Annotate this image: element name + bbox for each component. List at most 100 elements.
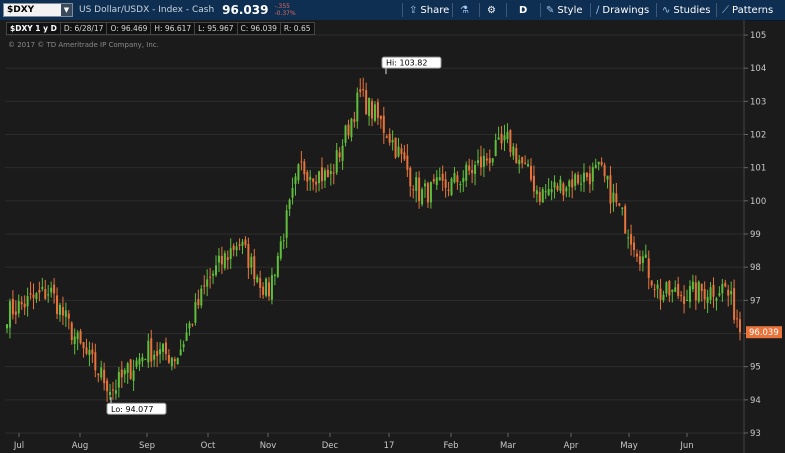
stat-high: H: 96.617 — [151, 23, 196, 34]
x-tick-label: Aug — [72, 441, 89, 451]
candle-body — [397, 146, 400, 157]
candle-body — [32, 294, 35, 298]
share-button[interactable]: ⇪ Share — [409, 0, 449, 20]
high-label: Hi: 103.82 — [386, 59, 427, 68]
candle-body — [606, 175, 609, 180]
candle-body — [409, 168, 412, 187]
drawings-button[interactable]: ∕ Drawings — [596, 0, 649, 20]
candle-body — [332, 172, 335, 174]
net-change-value: -.355 — [274, 3, 290, 10]
candle-body — [241, 241, 244, 246]
candle-body — [638, 256, 641, 265]
net-change: -.355 -0.37% — [274, 3, 295, 17]
toolbar-divider — [452, 3, 453, 17]
candle-body — [400, 148, 403, 154]
candle-body — [11, 298, 14, 315]
candle-body — [350, 118, 353, 138]
copyright-text: © 2017 © TD Ameritrade IP Company, Inc. — [8, 41, 159, 49]
candle-body — [580, 183, 583, 185]
candle-body — [250, 256, 253, 268]
candle-body — [353, 119, 356, 122]
candle-body — [515, 148, 518, 164]
flask-button[interactable]: ⚗ — [460, 0, 469, 20]
candle-body — [600, 161, 603, 165]
candle-body — [100, 367, 103, 378]
candle-body — [468, 165, 471, 171]
candle-body — [721, 284, 724, 294]
toolbar-divider — [540, 3, 541, 17]
candle-body — [147, 340, 150, 363]
style-button[interactable]: ✎ Style — [546, 0, 583, 20]
candle-body — [82, 342, 85, 349]
candle-body — [403, 152, 406, 160]
candle-body — [703, 289, 706, 300]
candle-body — [700, 283, 703, 291]
candle-body — [47, 294, 50, 296]
candle-body — [285, 210, 288, 238]
candle-body — [103, 369, 106, 384]
candle-body — [609, 175, 612, 204]
patterns-icon: ⟋ — [722, 4, 729, 16]
candle-body — [585, 172, 588, 178]
candle-body — [150, 338, 153, 362]
x-tick-label: Jun — [679, 441, 693, 451]
candle-body — [162, 343, 165, 352]
y-tick-label: 102 — [750, 131, 766, 141]
settings-button[interactable]: ⚙ — [487, 0, 496, 20]
candle-body — [29, 293, 32, 295]
candles — [6, 77, 741, 402]
candle-body — [123, 370, 126, 375]
y-tick-label: 98 — [750, 263, 761, 273]
candle-body — [120, 369, 123, 378]
candle-body — [633, 242, 636, 250]
candle-body — [538, 192, 541, 202]
price-chart[interactable]: 93949596979899100101102103104105JulAugSe… — [0, 20, 785, 453]
y-tick-label: 94 — [750, 396, 761, 406]
candle-body — [371, 101, 374, 119]
candle-body — [203, 285, 206, 287]
candle-body — [471, 169, 474, 174]
candle-body — [41, 286, 44, 289]
aggregation-button[interactable]: D — [519, 0, 527, 20]
candle-body — [312, 178, 315, 182]
x-tick-label: Nov — [260, 441, 277, 451]
candle-body — [14, 311, 17, 315]
candle-body — [647, 258, 650, 278]
candle-body — [591, 167, 594, 182]
candle-body — [686, 299, 689, 301]
y-tick-label: 100 — [750, 197, 766, 207]
stat-open: O: 96.469 — [107, 23, 152, 34]
candle-body — [406, 155, 409, 170]
y-tick-label: 105 — [750, 31, 766, 41]
candle-body — [135, 360, 138, 367]
symbol-selector[interactable]: $DXY ▼ — [3, 3, 73, 17]
last-price-tag-label: 96.039 — [749, 328, 779, 338]
candle-body — [335, 150, 338, 173]
candle-body — [736, 318, 739, 320]
patterns-label: Patterns — [732, 4, 774, 16]
patterns-button[interactable]: ⟋ Patterns — [722, 0, 773, 20]
candle-body — [265, 278, 268, 296]
candle-body — [627, 237, 630, 239]
candle-body — [259, 278, 262, 288]
chevron-down-icon[interactable]: ▼ — [61, 4, 72, 16]
candle-body — [441, 173, 444, 181]
candle-body — [323, 170, 326, 181]
candle-body — [712, 284, 715, 297]
candle-body — [297, 164, 300, 181]
candle-body — [338, 152, 341, 158]
candle-body — [70, 322, 73, 341]
candle-body — [220, 255, 223, 265]
studies-button[interactable]: ∿ Studies — [662, 0, 711, 20]
candle-body — [562, 183, 565, 196]
candle-body — [535, 190, 538, 195]
candle-body — [44, 289, 47, 299]
gear-icon: ⚙ — [487, 4, 496, 16]
candle-body — [503, 135, 506, 141]
candle-body — [229, 248, 232, 259]
candle-body — [488, 158, 491, 164]
candle-body — [641, 256, 644, 264]
candle-body — [479, 156, 482, 168]
x-tick-label: Dec — [322, 441, 339, 451]
candle-body — [109, 391, 112, 396]
